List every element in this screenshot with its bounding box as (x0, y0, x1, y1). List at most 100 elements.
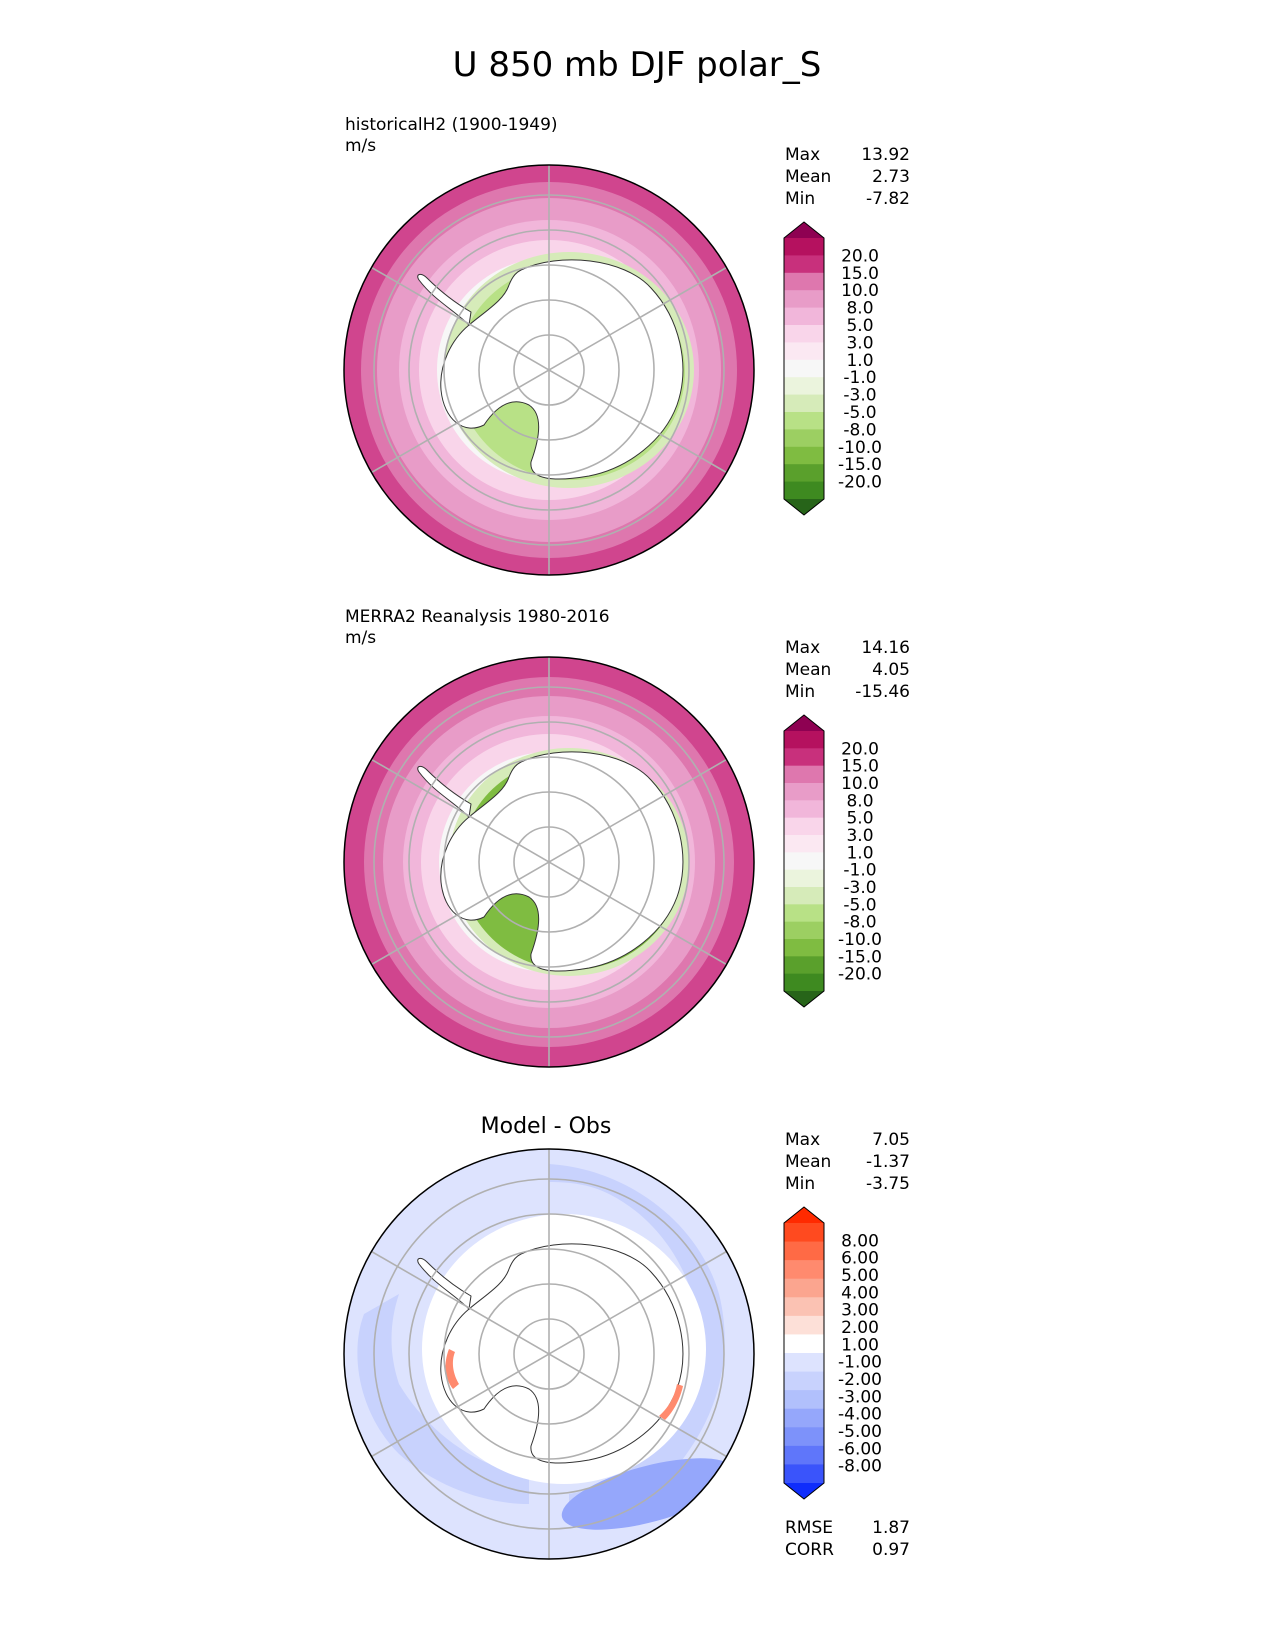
lat-lon-grid (371, 1149, 727, 1559)
colorbar-tick-label: 1.0 (846, 843, 873, 863)
stat-min-value: -3.75 (866, 1174, 910, 1194)
colorbar-segment (784, 1353, 824, 1373)
colorbar-segment (784, 412, 824, 430)
diff-positive-coast-east (659, 1384, 683, 1420)
colorbar-segment (784, 765, 824, 784)
stat-mean-label: Mean (785, 1152, 831, 1172)
colorbar-tick-label: -10.0 (838, 438, 882, 458)
colorbar-extension-top (784, 222, 824, 238)
colorbar-outline (783, 714, 825, 1008)
colorbar-segment (784, 973, 824, 992)
stat-mean-label: Mean (785, 167, 831, 187)
colorbar-tick-label: 8.0 (846, 791, 873, 811)
stat-mean-value: 2.73 (872, 167, 910, 187)
colorbar-tick-label: -2.00 (838, 1370, 882, 1390)
colorbar-tick-label: 5.00 (841, 1266, 879, 1286)
colorbar-extension-bottom (784, 1483, 824, 1499)
colorbar-segment (784, 272, 824, 291)
colorbar-tick-label: -20.0 (838, 965, 882, 985)
antarctic-peninsula (417, 1257, 472, 1311)
colorbar-tick-label: -3.00 (838, 1387, 882, 1407)
panel-model-colorbar: 20.015.010.08.05.03.01.0-1.0-3.0-5.0-8.0… (783, 221, 882, 516)
colorbar-tick-label: -4.00 (838, 1405, 882, 1425)
colorbar-tick-label: 6.00 (841, 1249, 879, 1269)
colorbar-tick-label: 3.00 (841, 1301, 879, 1321)
stat-min-label: Min (785, 1174, 815, 1194)
diff-negative-region-west (357, 1294, 529, 1504)
colorbar-tick-label: -15.0 (838, 947, 882, 967)
colorbar-segment (784, 238, 824, 256)
colorbar-segment (784, 869, 824, 888)
colorbar-tick-label: -1.0 (843, 368, 876, 388)
colorbar-tick-label: -5.0 (843, 895, 876, 915)
stat-max-label: Max (785, 1130, 820, 1150)
antarctic-peninsula (417, 765, 472, 819)
colorbar-tick-label: 15.0 (841, 757, 879, 777)
panel-diff-map (343, 1148, 755, 1560)
colorbar-tick-label: 4.00 (841, 1283, 879, 1303)
colorbar-tick-label: -8.0 (843, 913, 876, 933)
panel-obs-colorbar: 20.015.010.08.05.03.01.0-1.0-3.0-5.0-8.0… (783, 714, 882, 1008)
stat-corr-value: 0.97 (872, 1540, 910, 1560)
colorbar-segment (784, 731, 824, 749)
colorbar-outline (783, 1206, 825, 1500)
colorbar-outline (783, 221, 825, 516)
colorbar-tick-label: -6.00 (838, 1439, 882, 1459)
colorbar-tick-label: 20.0 (841, 739, 879, 759)
colorbar-segment (784, 939, 824, 957)
panel-diff: Model - Obs M (343, 1114, 910, 1560)
colorbar-tick-label: -20.0 (838, 473, 882, 493)
stat-max-value: 7.05 (872, 1130, 910, 1150)
panel-model-units: m/s (345, 136, 376, 156)
colorbar-tick-label: 5.0 (846, 809, 873, 829)
colorbar-segment (784, 394, 824, 413)
colorbar-segment (784, 904, 824, 923)
stat-max-label: Max (785, 145, 820, 165)
colorbar-tick-label: -5.0 (843, 403, 876, 423)
panel-model: historicalH2 (1900-1949) m/s (343, 115, 910, 576)
colorbar-tick-label: -15.0 (838, 455, 882, 475)
diff-negative-core (561, 1458, 737, 1530)
colorbar-tick-label: -3.0 (843, 386, 876, 406)
colorbar-extension-bottom (784, 499, 824, 515)
colorbar-segment (784, 1223, 824, 1243)
colorbar-tick-label: -5.00 (838, 1422, 882, 1442)
colorbar-segment (784, 446, 824, 465)
diff-positive-coast-west (445, 1349, 459, 1389)
map-boundary (343, 1148, 755, 1560)
colorbar-segment (784, 1278, 824, 1298)
colorbar-segment (784, 429, 824, 448)
panel-model-stats: Max 13.92 Mean 2.73 Min -7.82 (785, 145, 910, 209)
colorbar-segment (784, 307, 824, 326)
stat-rmse-value: 1.87 (872, 1518, 910, 1538)
panel-diff-skill: RMSE 1.87 CORR 0.97 (785, 1518, 910, 1560)
colorbar-segment (784, 1464, 824, 1484)
stat-mean-value: -1.37 (866, 1152, 910, 1172)
panel-obs-title: MERRA2 Reanalysis 1980-2016 (345, 607, 610, 627)
panel-obs-units: m/s (345, 628, 376, 648)
colorbar-segment (784, 956, 824, 975)
colorbar-segment (784, 1260, 824, 1280)
colorbar-extension-top (784, 1207, 824, 1223)
colorbar-tick-label: 10.0 (841, 774, 879, 794)
colorbar-segment (784, 1408, 824, 1428)
panel-obs: MERRA2 Reanalysis 1980-2016 m/s (343, 607, 910, 1068)
stat-rmse-label: RMSE (785, 1518, 833, 1538)
colorbar-tick-label: -1.0 (843, 861, 876, 881)
stat-corr-label: CORR (785, 1540, 834, 1560)
colorbar-tick-label: 1.00 (841, 1335, 879, 1355)
colorbar-tick-label: 5.0 (846, 316, 873, 336)
colorbar-tick-label: 3.0 (846, 826, 873, 846)
colorbar-extension-top (784, 715, 824, 731)
panel-model-map (343, 164, 755, 576)
colorbar-segment (784, 800, 824, 819)
colorbar-tick-label: -10.0 (838, 930, 882, 950)
colorbar-segment (784, 1427, 824, 1447)
stat-min-value: -15.46 (855, 682, 910, 702)
colorbar-segment (784, 325, 824, 343)
colorbar-tick-label: 15.0 (841, 264, 879, 284)
colorbar-segment (784, 852, 824, 871)
colorbar-segment (784, 1390, 824, 1410)
antarctic-peninsula (417, 273, 472, 327)
